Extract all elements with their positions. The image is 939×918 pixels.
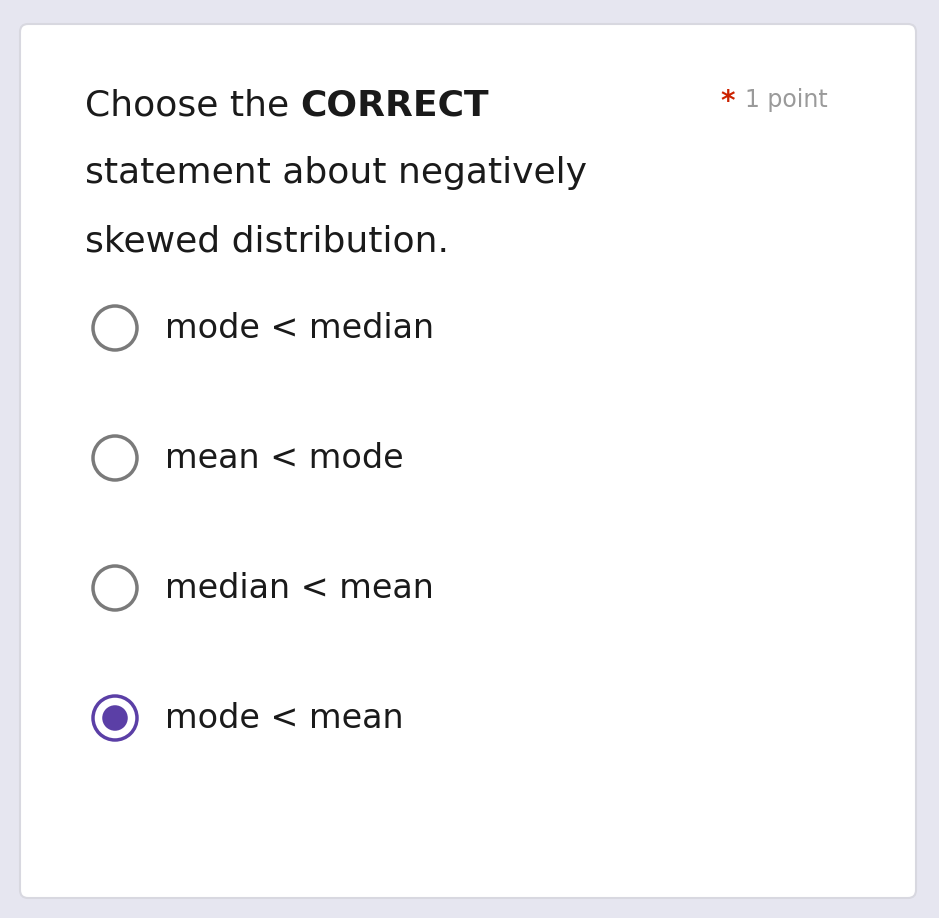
Text: statement about negatively: statement about negatively	[85, 156, 587, 190]
FancyBboxPatch shape	[20, 24, 916, 898]
Circle shape	[93, 566, 137, 610]
Text: skewed distribution.: skewed distribution.	[85, 224, 449, 258]
Text: Choose the: Choose the	[85, 88, 300, 122]
Circle shape	[93, 306, 137, 350]
Circle shape	[93, 436, 137, 480]
Text: *: *	[720, 88, 734, 116]
Circle shape	[93, 696, 137, 740]
Text: CORRECT: CORRECT	[300, 88, 489, 122]
Circle shape	[102, 705, 128, 731]
Text: median < mean: median < mean	[165, 572, 434, 604]
Text: 1 point: 1 point	[745, 88, 828, 112]
Text: mode < median: mode < median	[165, 311, 434, 344]
Text: mode < mean: mode < mean	[165, 701, 404, 734]
Text: mean < mode: mean < mode	[165, 442, 404, 475]
